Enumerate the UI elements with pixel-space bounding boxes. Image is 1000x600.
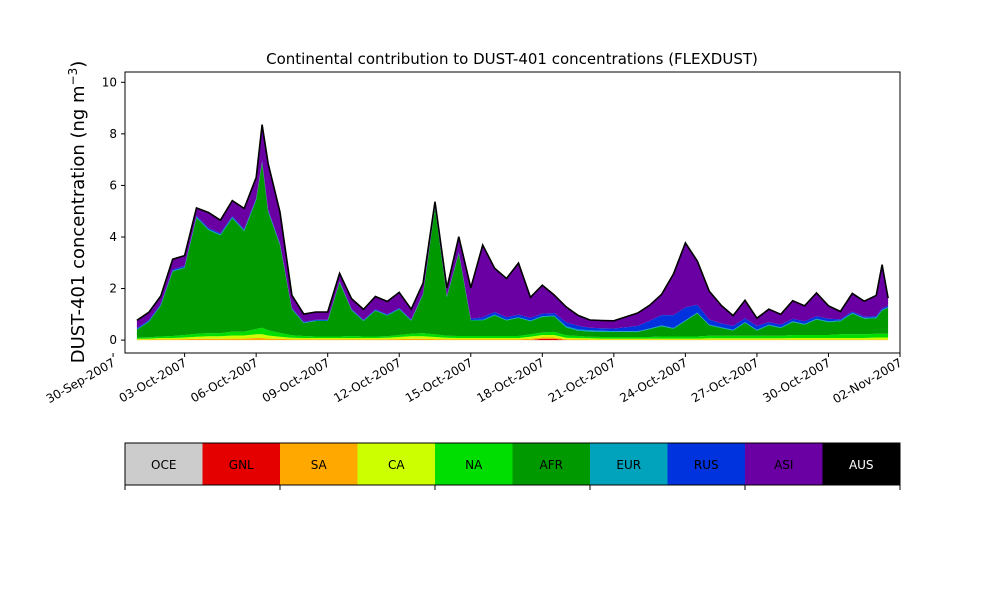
x-tick-label: 18-Oct-2007 (474, 355, 546, 405)
x-tick-label: 09-Oct-2007 (260, 355, 332, 405)
x-tick-label: 15-Oct-2007 (403, 355, 475, 405)
x-tick-label: 27-Oct-2007 (689, 355, 761, 405)
legend-label-ca: CA (388, 458, 405, 472)
legend-swatch-ca (357, 443, 435, 485)
x-tick-label: 06-Oct-2007 (188, 355, 260, 405)
legend-label-aus: AUS (849, 458, 874, 472)
legend-swatch-sa (280, 443, 358, 485)
x-tick-label: 02-Nov-2007 (830, 355, 904, 406)
plot-frame (124, 71, 901, 354)
y-tick-label: 10 (102, 75, 117, 89)
x-tick-label: 21-Oct-2007 (546, 355, 618, 405)
y-tick-label: 8 (109, 127, 117, 141)
legend-label-oce: OCE (151, 458, 176, 472)
x-axis: 30-Sep-2007 03-Oct-2007 06-Oct-2007 09-Oct-… (44, 353, 905, 406)
area-sa (136, 337, 889, 341)
y-axis-label-tail: ) (68, 61, 89, 68)
legend-label-sa: SA (311, 458, 328, 472)
legend-label-rus: RUS (694, 458, 719, 472)
x-tick-label: 03-Oct-2007 (117, 355, 189, 405)
area-na (136, 327, 889, 339)
y-tick-label: 0 (109, 333, 117, 347)
y-axis-label-superscript: −3 (66, 68, 80, 86)
legend-swatch-afr (512, 443, 590, 485)
x-tick-label: 30-Oct-2007 (761, 355, 833, 405)
legend-label-asi: ASI (774, 458, 793, 472)
legend-swatch-na (435, 443, 513, 485)
area-ca (136, 334, 889, 340)
legend-label-eur: EUR (616, 458, 641, 472)
chart-title: Continental contribution to DUST-401 con… (266, 50, 758, 68)
y-axis-label: DUST-401 concentration (ng m−3) (66, 61, 89, 364)
area-afr (136, 162, 889, 338)
plot-area (136, 124, 889, 341)
legend-swatch-eur (590, 443, 668, 485)
y-axis: 0 2 4 6 8 10 (102, 75, 125, 347)
legend-label-na: NA (465, 458, 483, 472)
legend-swatch-oce (125, 443, 203, 485)
legend-swatch-asi (745, 443, 823, 485)
y-tick-label: 6 (109, 178, 117, 192)
x-tick-label: 12-Oct-2007 (331, 355, 403, 405)
legend-label-gnl: GNL (229, 458, 254, 472)
x-tick-label: 24-Oct-2007 (617, 355, 689, 405)
y-tick-label: 2 (109, 282, 117, 296)
legend-swatch-gnl (202, 443, 280, 485)
legend-swatch-aus (822, 443, 900, 485)
legend-label-afr: AFR (540, 458, 563, 472)
total-line (136, 124, 889, 322)
legend-frame (124, 442, 901, 486)
legend-colorbar: OCE GNL SA CA NA AFR EUR RUS ASI AUS (124, 442, 901, 490)
y-tick-label: 4 (109, 230, 117, 244)
area-asi (136, 124, 889, 329)
legend-swatch-rus (667, 443, 745, 485)
